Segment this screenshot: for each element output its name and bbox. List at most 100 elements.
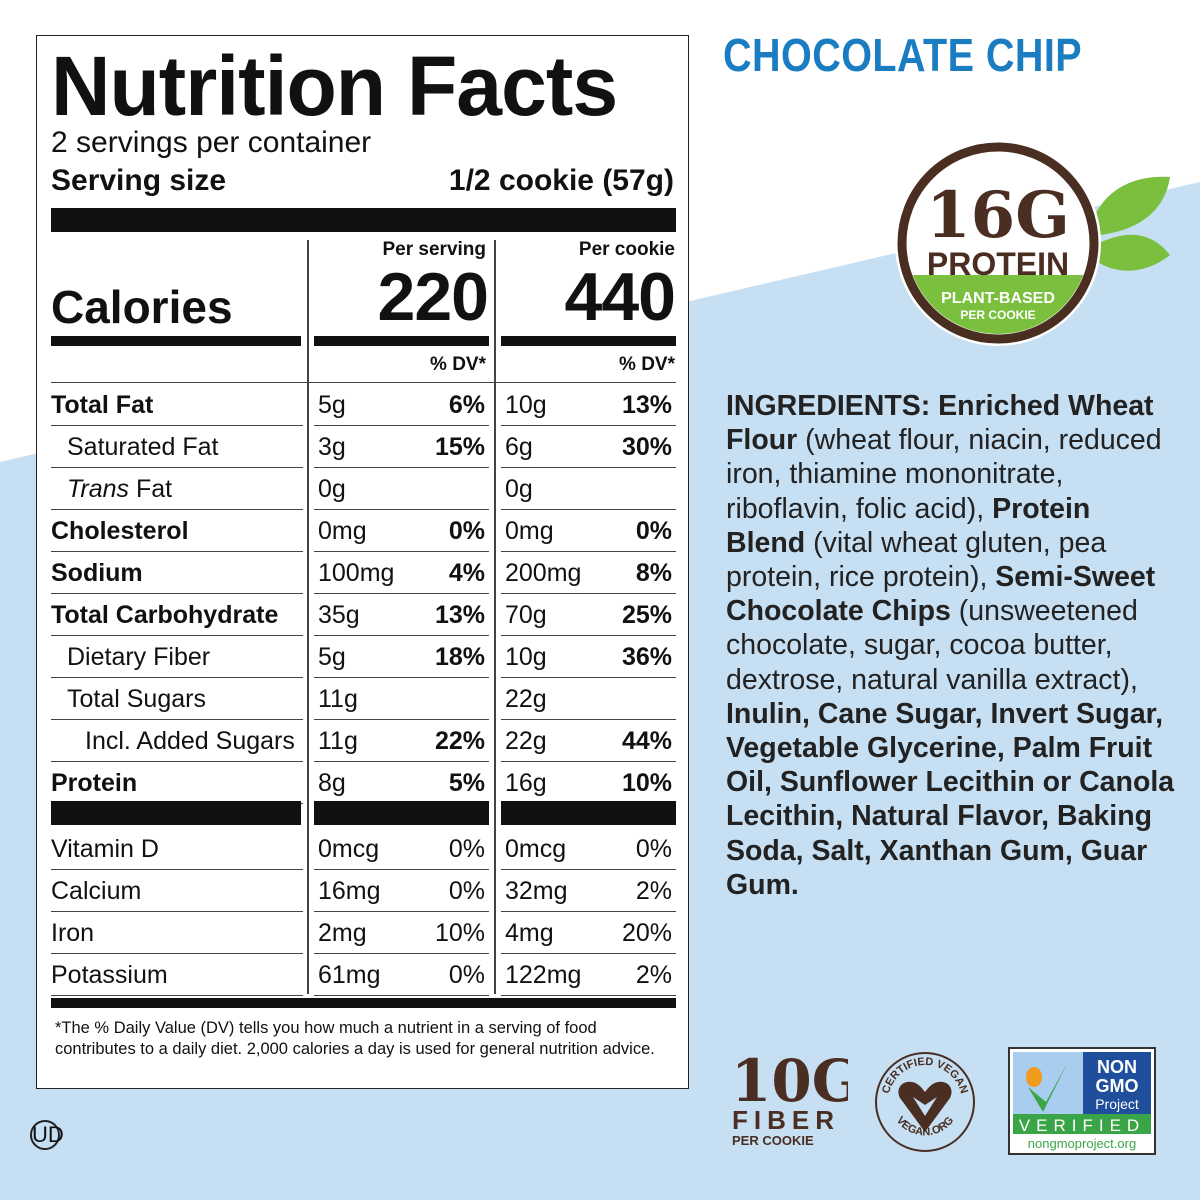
nutrient-name: Protein [51, 769, 138, 797]
column-divider [307, 240, 309, 994]
fiber-amount: 10G [731, 1047, 848, 1115]
nutrient-name: Calcium [51, 877, 142, 905]
dv-per-cookie: 2% [635, 877, 672, 905]
protein-amount: 16G [926, 178, 1070, 253]
nutrient-row: Total Fat 5g 6% 10g 13% [51, 384, 676, 426]
nutrient-name: Sodium [51, 559, 143, 587]
amount-per-serving: 11g [318, 685, 358, 713]
vitamin-row: Calcium 16mg 0% 32mg 2% [51, 870, 676, 912]
nutrient-name: Total Fat [51, 391, 154, 419]
fiber-label: FIBER [732, 1105, 840, 1135]
nutrient-row: Cholesterol 0mg 0% 0mg 0% [51, 510, 676, 552]
medium-divider [51, 336, 301, 346]
amount-per-serving: 11g [318, 727, 358, 755]
nutrient-row: Total Carbohydrate 35g 13% 70g 25% [51, 594, 676, 636]
vitamin-row: Iron 2mg 10% 4mg 20% [51, 912, 676, 954]
ingredient-segment: INGREDIENTS: Enriched Wheat Flour [726, 390, 1154, 457]
nutrition-facts-panel: Nutrition Facts 2 servings per container… [36, 35, 689, 1089]
amount-per-cookie: 0mg [505, 517, 554, 545]
dv-per-cookie: 2% [635, 961, 672, 989]
servings-per-container: 2 servings per container [51, 126, 372, 159]
svg-text:VERIFIED: VERIFIED [1019, 1116, 1145, 1135]
amount-per-cookie: 16g [505, 769, 547, 797]
serving-size-value: 1/2 cookie (57g) [448, 164, 674, 197]
dv-per-serving: 5% [448, 769, 485, 797]
nutrient-name: Potassium [51, 961, 168, 989]
dv-per-cookie: 30% [621, 433, 672, 461]
per-cookie-label: PER COOKIE [960, 308, 1035, 322]
dv-per-cookie: 20% [621, 919, 672, 947]
amount-per-serving: 35g [318, 601, 360, 629]
butterfly-icon [1026, 1067, 1042, 1087]
nutrient-name: Saturated Fat [67, 433, 219, 461]
dv-per-cookie: 10% [621, 769, 672, 797]
thick-divider [51, 801, 301, 825]
amount-per-cookie: 0g [505, 475, 533, 503]
amount-per-cookie: 122mg [505, 961, 582, 989]
dv-per-cookie: 0% [635, 517, 672, 545]
certified-vegan-logo: CERTIFIED VEGAN VEGAN.ORG [875, 1052, 975, 1152]
ingredient-segment: (vital wheat gluten, pea protein, rice p… [726, 526, 1107, 594]
amount-per-serving: 0g [318, 475, 346, 503]
vitamin-row: Vitamin D 0mcg 0% 0mcg 0% [51, 828, 676, 870]
nutrient-name: Cholesterol [51, 517, 189, 545]
medium-divider [314, 336, 489, 346]
amount-per-serving: 5g [318, 643, 346, 671]
dv-per-serving: 0% [448, 835, 485, 863]
amount-per-serving: 5g [318, 391, 346, 419]
fiber-per-cookie: PER COOKIE [732, 1133, 814, 1148]
dv-per-serving: 0% [448, 517, 485, 545]
per-cookie-header: Per cookie [578, 239, 675, 260]
dv-per-serving: 15% [434, 433, 485, 461]
calories-per-cookie: 440 [564, 259, 676, 335]
dv-per-serving: 10% [434, 919, 485, 947]
checkmark-icon [1028, 1062, 1068, 1112]
kosher-symbol: UD [30, 1118, 64, 1150]
amount-per-cookie: 22g [505, 727, 547, 755]
nutrient-name: Total Carbohydrate [51, 601, 279, 629]
amount-per-cookie: 32mg [505, 877, 568, 905]
nutrient-row: Total Sugars 11g 22g [51, 678, 676, 720]
dv-per-cookie: 36% [621, 643, 672, 671]
dv-header: % DV* [619, 354, 675, 375]
dv-header: % DV* [430, 354, 486, 375]
amount-per-cookie: 70g [505, 601, 547, 629]
flavor-title: CHOCOLATE CHIP [723, 29, 1083, 81]
serving-size-label: Serving size [51, 164, 227, 197]
amount-per-cookie: 0mcg [505, 835, 567, 863]
amount-per-serving: 0mcg [318, 835, 380, 863]
nutrient-name: Incl. Added Sugars [85, 727, 295, 755]
nutrient-row: Sodium 100mg 4% 200mg 8% [51, 552, 676, 594]
per-serving-header: Per serving [382, 239, 487, 260]
dv-per-serving: 0% [448, 877, 485, 905]
dv-per-serving: 13% [434, 601, 485, 629]
amount-per-serving: 3g [318, 433, 346, 461]
thick-divider [501, 801, 676, 825]
nutrient-name-italic: Trans [67, 475, 130, 503]
amount-per-cookie: 10g [505, 643, 547, 671]
fiber-badge: 10G FIBER PER COOKIE [731, 1047, 848, 1148]
ingredient-segment: (unsweetened chocolate, sugar, cocoa but… [726, 595, 1138, 696]
leaf-icon [1095, 176, 1170, 271]
dv-per-cookie: 25% [621, 601, 672, 629]
svg-text:GMO: GMO [1096, 1076, 1139, 1096]
nutrient-name: Dietary Fiber [67, 643, 211, 671]
dv-per-cookie: 8% [635, 559, 672, 587]
ingredients-text: INGREDIENTS: Enriched Wheat Flour (wheat… [726, 389, 1176, 902]
amount-per-serving: 0mg [318, 517, 367, 545]
column-divider [494, 240, 496, 994]
svg-text:NON: NON [1097, 1057, 1137, 1077]
ingredient-segment: Inulin, Cane Sugar, Invert Sugar, Vegeta… [726, 697, 1175, 901]
amount-per-cookie: 200mg [505, 559, 582, 587]
svg-text:nongmoproject.org: nongmoproject.org [1028, 1136, 1136, 1151]
amount-per-serving: 61mg [318, 961, 381, 989]
protein-badge: 16G PROTEIN PLANT-BASED PER COOKIE [895, 140, 1170, 346]
nutrient-row: Dietary Fiber 5g 18% 10g 36% [51, 636, 676, 678]
thick-divider [314, 801, 489, 825]
amount-per-cookie: 4mg [505, 919, 554, 947]
dv-per-cookie: 44% [621, 727, 672, 755]
dv-per-serving: 4% [448, 559, 485, 587]
nutrient-name: Total Sugars [67, 685, 206, 713]
calories-per-serving: 220 [377, 259, 489, 335]
kosher-ud-text: UD [30, 1120, 64, 1150]
